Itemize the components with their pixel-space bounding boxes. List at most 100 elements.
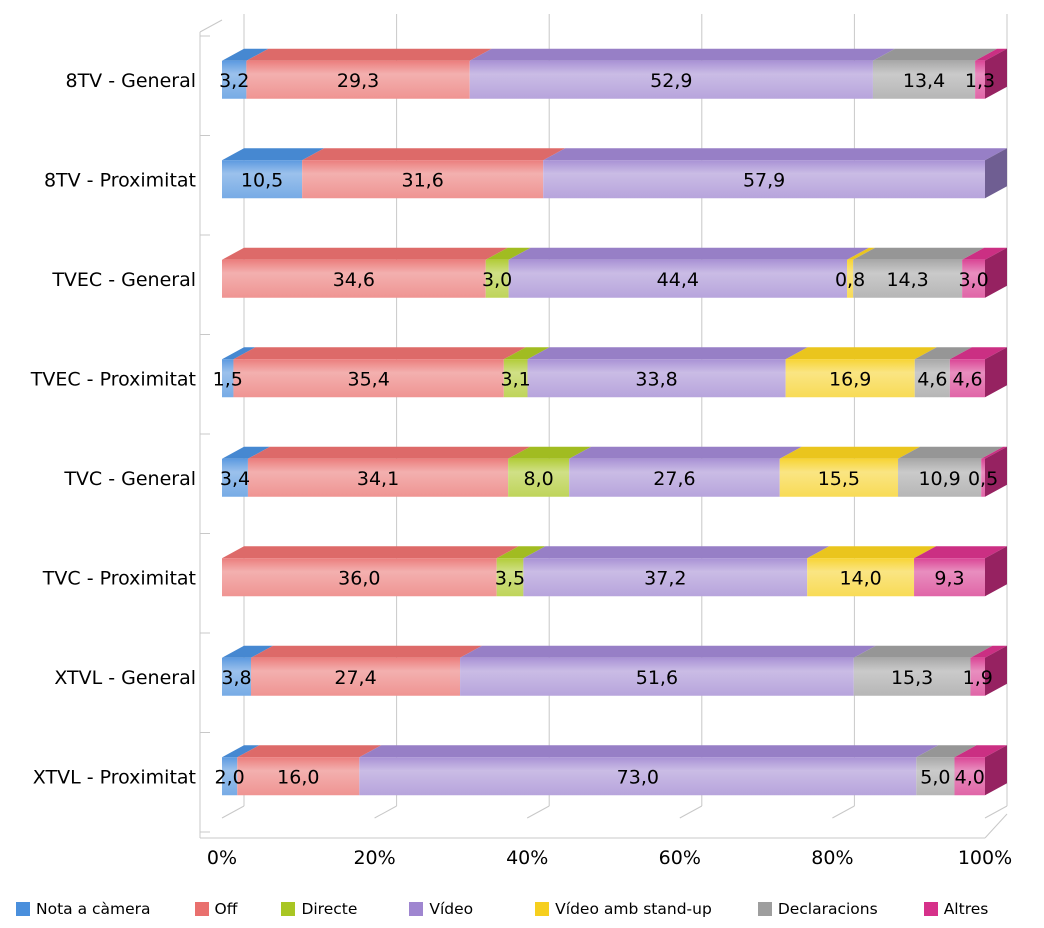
bar-side xyxy=(985,645,1007,696)
bar-top xyxy=(853,645,993,658)
bar-top xyxy=(916,745,977,758)
data-label: 34,1 xyxy=(357,468,399,490)
legend-item: Declaracions xyxy=(757,900,878,918)
data-label: 5,0 xyxy=(920,766,950,788)
bar-segment xyxy=(460,657,854,696)
bar-top xyxy=(233,347,526,360)
data-label: 73,0 xyxy=(617,766,659,788)
data-label: 16,9 xyxy=(829,368,871,390)
wall-edge xyxy=(199,19,223,33)
legend-swatch xyxy=(923,902,938,916)
bar-segment xyxy=(247,458,509,497)
data-label: 44,4 xyxy=(657,269,699,291)
floor-gridline xyxy=(374,805,397,819)
data-label: 14,0 xyxy=(839,567,881,589)
x-tick-label: 40% xyxy=(506,847,548,869)
bar-top xyxy=(246,48,492,61)
bar-top xyxy=(222,247,508,260)
legend-item: Vídeo amb stand-up xyxy=(535,900,712,918)
data-label: 2,0 xyxy=(215,766,245,788)
bar-segment xyxy=(916,757,955,796)
bars-layer xyxy=(222,48,1007,796)
bar-top xyxy=(250,645,483,658)
legend-label: Vídeo amb stand-up xyxy=(555,900,712,918)
floor-gridline xyxy=(832,805,855,819)
x-tick-label: 0% xyxy=(207,847,237,869)
category-label: TVEC - General xyxy=(51,269,196,291)
legend-swatch xyxy=(194,902,209,916)
legend-label: Declaracions xyxy=(777,900,878,918)
bar-top xyxy=(469,48,895,61)
bar-segment xyxy=(872,60,976,99)
data-label: 3,1 xyxy=(501,368,531,390)
bar-top xyxy=(954,745,1007,758)
bar-segment xyxy=(962,259,985,298)
x-tick-label: 80% xyxy=(811,847,853,869)
data-label: 10,9 xyxy=(918,468,960,490)
data-label: 4,6 xyxy=(952,368,982,390)
bar-segment xyxy=(496,558,524,597)
bar-top xyxy=(302,148,566,161)
bar-top xyxy=(523,546,830,559)
bar-top xyxy=(785,347,937,360)
data-label: 3,2 xyxy=(219,70,249,92)
bar-segment xyxy=(981,458,985,497)
bar-top xyxy=(222,446,270,459)
bar-segment xyxy=(222,657,251,696)
category-label: XTVL - Proximitat xyxy=(33,766,196,788)
bar-segment xyxy=(569,458,780,497)
legend: Nota a càmera Off Directe Vídeo Vídeo amb st… xyxy=(16,898,988,920)
bar-segment xyxy=(785,359,915,398)
bar-segment xyxy=(485,259,509,298)
bar-segment xyxy=(508,259,848,298)
bar-segment xyxy=(222,160,303,199)
bar-side xyxy=(985,446,1007,497)
category-label: XTVL - General xyxy=(54,667,196,689)
data-label: 15,5 xyxy=(818,468,860,490)
bar-top xyxy=(975,48,1007,61)
data-label: 1,5 xyxy=(213,368,243,390)
bar-top xyxy=(807,546,937,559)
data-label: 29,3 xyxy=(337,70,379,92)
legend-item: Nota a càmera xyxy=(16,900,151,918)
bar-segment xyxy=(543,160,985,199)
legend-swatch xyxy=(535,902,550,916)
data-label: 35,4 xyxy=(347,368,389,390)
bar-segment xyxy=(237,757,360,796)
bar-side xyxy=(985,745,1007,796)
bar-segment xyxy=(222,458,248,497)
data-label: 14,3 xyxy=(886,269,928,291)
data-label: 57,9 xyxy=(743,169,785,191)
data-label: 52,9 xyxy=(650,70,692,92)
legend-label: Directe xyxy=(301,900,358,918)
bar-top xyxy=(222,745,260,758)
floor-gridline xyxy=(679,805,703,819)
chart-svg: 0% 20% 40% 60% 80% 100% 8TV - General 3,2 29,3 52… xyxy=(30,14,1012,869)
bar-top xyxy=(949,347,1007,360)
data-label: 3,0 xyxy=(482,269,512,291)
data-label: 13,4 xyxy=(903,70,945,92)
data-label: 1,3 xyxy=(965,70,995,92)
bar-segment xyxy=(222,259,486,298)
bar-segment xyxy=(469,60,873,99)
data-label: 0,8 xyxy=(835,269,865,291)
bar-segment xyxy=(508,458,570,497)
bar-segment xyxy=(222,60,247,99)
bar-top xyxy=(222,347,256,360)
x-tick-label: 60% xyxy=(659,847,701,869)
bar-segment xyxy=(523,558,808,597)
category-label: TVEC - Proximitat xyxy=(30,368,196,390)
bar-segment xyxy=(847,259,854,298)
legend-swatch xyxy=(281,902,296,916)
bar-top xyxy=(898,446,1004,459)
labels-layer: 0% 20% 40% 60% 80% 100% 8TV - General 3,2 29,3 52… xyxy=(30,70,1012,869)
bar-top xyxy=(460,645,876,658)
data-label: 3,4 xyxy=(220,468,250,490)
bar-top xyxy=(508,247,870,260)
bar-segment xyxy=(779,458,899,497)
bar-top xyxy=(569,446,802,459)
bar-side xyxy=(985,247,1007,298)
bar-segment xyxy=(975,60,985,99)
bar-segment xyxy=(970,657,985,696)
floor-edge xyxy=(984,813,1008,839)
